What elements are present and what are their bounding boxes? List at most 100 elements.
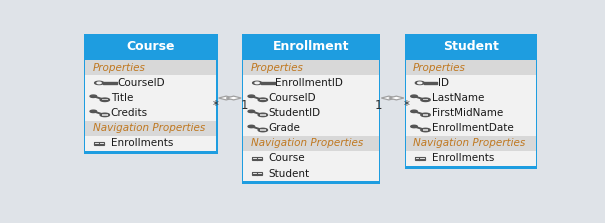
FancyBboxPatch shape [405, 34, 537, 169]
Polygon shape [100, 98, 110, 101]
Text: 1: 1 [240, 99, 247, 112]
FancyBboxPatch shape [271, 84, 273, 85]
FancyBboxPatch shape [85, 34, 217, 60]
Text: CourseID: CourseID [117, 78, 165, 88]
Polygon shape [411, 125, 417, 128]
Text: LastName: LastName [431, 93, 484, 103]
Text: Properties: Properties [93, 63, 145, 73]
Text: Properties: Properties [413, 63, 466, 73]
Polygon shape [421, 98, 430, 101]
Text: FirstMidName: FirstMidName [431, 108, 503, 118]
FancyBboxPatch shape [243, 91, 379, 105]
FancyBboxPatch shape [406, 105, 535, 121]
Text: CourseID: CourseID [269, 93, 316, 103]
Polygon shape [248, 95, 255, 97]
Text: Course: Course [269, 153, 306, 163]
Text: Credits: Credits [111, 108, 148, 118]
FancyBboxPatch shape [243, 75, 379, 91]
Text: Student: Student [443, 40, 499, 53]
Polygon shape [248, 125, 255, 128]
Polygon shape [218, 96, 234, 100]
FancyBboxPatch shape [406, 75, 535, 91]
Polygon shape [258, 128, 267, 132]
Polygon shape [255, 82, 259, 84]
Polygon shape [226, 96, 241, 100]
FancyBboxPatch shape [406, 151, 535, 166]
FancyBboxPatch shape [84, 34, 218, 154]
Polygon shape [423, 129, 428, 131]
Polygon shape [260, 99, 266, 101]
FancyBboxPatch shape [267, 84, 270, 85]
FancyBboxPatch shape [406, 60, 535, 75]
Polygon shape [248, 110, 255, 113]
Polygon shape [250, 111, 264, 116]
FancyBboxPatch shape [406, 121, 535, 136]
Polygon shape [413, 126, 427, 131]
FancyBboxPatch shape [243, 166, 379, 181]
FancyBboxPatch shape [406, 34, 535, 60]
Polygon shape [423, 99, 428, 101]
Text: Grade: Grade [269, 123, 301, 133]
Text: ID: ID [437, 78, 448, 88]
FancyBboxPatch shape [243, 151, 379, 166]
FancyBboxPatch shape [406, 136, 535, 151]
Polygon shape [381, 96, 396, 100]
FancyBboxPatch shape [85, 91, 217, 105]
Polygon shape [411, 95, 417, 97]
Text: Navigation Properties: Navigation Properties [93, 123, 204, 133]
FancyBboxPatch shape [110, 84, 112, 85]
Polygon shape [260, 114, 266, 116]
FancyBboxPatch shape [85, 75, 217, 91]
Polygon shape [413, 96, 427, 100]
Polygon shape [100, 113, 110, 117]
FancyBboxPatch shape [406, 91, 535, 105]
FancyBboxPatch shape [85, 105, 217, 121]
Polygon shape [92, 111, 106, 116]
Text: *: * [404, 99, 410, 112]
Text: Navigation Properties: Navigation Properties [250, 138, 363, 148]
Polygon shape [90, 95, 97, 97]
FancyBboxPatch shape [434, 84, 436, 85]
Polygon shape [250, 126, 264, 131]
Polygon shape [253, 81, 261, 85]
Text: Navigation Properties: Navigation Properties [413, 138, 526, 148]
FancyBboxPatch shape [243, 34, 379, 60]
FancyBboxPatch shape [242, 34, 381, 184]
Text: Enrollments: Enrollments [431, 153, 494, 163]
Polygon shape [102, 99, 108, 101]
FancyBboxPatch shape [243, 136, 379, 151]
Polygon shape [258, 98, 267, 101]
FancyBboxPatch shape [243, 105, 379, 121]
Text: Properties: Properties [250, 63, 303, 73]
FancyBboxPatch shape [430, 84, 433, 85]
FancyBboxPatch shape [85, 60, 217, 75]
FancyBboxPatch shape [414, 157, 425, 158]
Polygon shape [258, 113, 267, 117]
FancyBboxPatch shape [243, 60, 379, 75]
Polygon shape [421, 128, 430, 132]
Text: StudentID: StudentID [269, 108, 321, 118]
FancyBboxPatch shape [243, 121, 379, 136]
Text: Enrollment: Enrollment [273, 40, 350, 53]
Text: EnrollmentDate: EnrollmentDate [431, 123, 513, 133]
FancyBboxPatch shape [113, 84, 116, 85]
FancyBboxPatch shape [85, 136, 217, 151]
Text: Title: Title [111, 93, 133, 103]
Text: *: * [213, 99, 219, 112]
Text: EnrollmentID: EnrollmentID [275, 78, 343, 88]
FancyBboxPatch shape [252, 157, 262, 158]
Polygon shape [421, 113, 430, 117]
Polygon shape [250, 96, 264, 100]
Polygon shape [92, 96, 106, 100]
Text: Enrollments: Enrollments [111, 138, 173, 148]
Text: Student: Student [269, 169, 310, 179]
Polygon shape [413, 111, 427, 116]
Polygon shape [415, 81, 424, 85]
Polygon shape [423, 114, 428, 116]
Text: Course: Course [126, 40, 175, 53]
FancyBboxPatch shape [85, 121, 217, 136]
Text: 1: 1 [374, 99, 382, 112]
Polygon shape [417, 82, 422, 84]
Polygon shape [90, 110, 97, 113]
Polygon shape [260, 129, 266, 131]
